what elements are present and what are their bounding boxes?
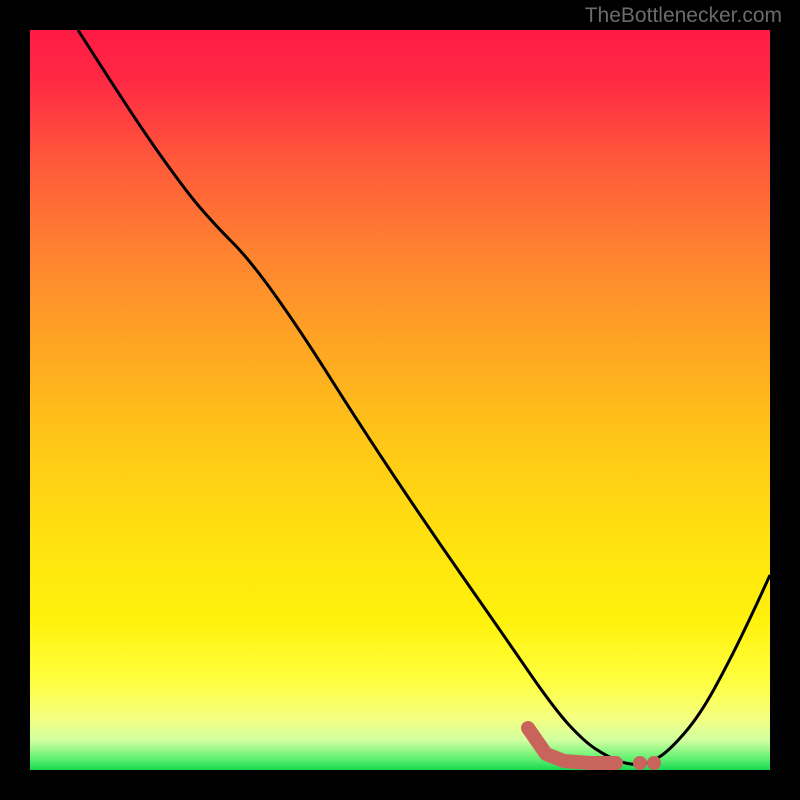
chart-svg (30, 30, 770, 770)
marker-dot (633, 756, 647, 770)
chart-background (30, 30, 770, 770)
marker-dot (647, 756, 661, 770)
watermark-text: TheBottlenecker.com (585, 4, 782, 28)
chart-container (30, 30, 770, 770)
